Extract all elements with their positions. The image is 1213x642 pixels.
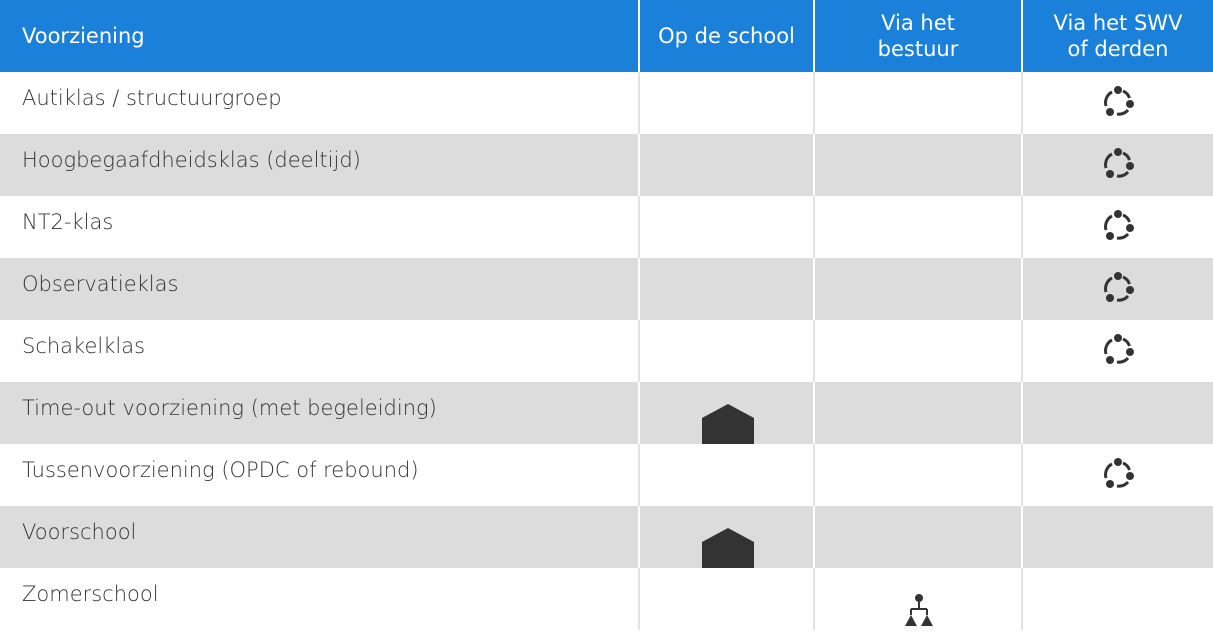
table-cell <box>1023 382 1213 444</box>
table-row: Zomerschool <box>0 568 1213 630</box>
header-cell: Op de school <box>640 0 815 72</box>
table-cell <box>815 196 1023 258</box>
header-cell: Voorziening <box>0 0 640 72</box>
row-label: Observatieklas <box>22 272 179 296</box>
header-cell: Via het SWV of derden <box>1053 11 1183 61</box>
table-cell <box>640 568 815 630</box>
icon-swv <box>1104 146 1136 180</box>
table-cell <box>1023 568 1213 630</box>
table-cell: NT2-klas <box>0 196 640 258</box>
table-row: Observatieklas <box>0 258 1213 320</box>
table-cell <box>815 568 1023 630</box>
icon-swv <box>1104 84 1136 118</box>
icon-swv <box>1104 270 1136 304</box>
table-cell <box>815 72 1023 134</box>
table-row: Autiklas / structuurgroep <box>0 72 1213 134</box>
table-cell <box>640 320 815 382</box>
row-label: Voorschool <box>22 520 137 544</box>
row-label: NT2-klas <box>22 210 114 234</box>
table-cell <box>640 134 815 196</box>
row-label: Autiklas / structuurgroep <box>22 86 282 110</box>
icon-swv <box>1104 456 1136 490</box>
table-cell <box>815 444 1023 506</box>
table-cell <box>815 382 1023 444</box>
row-label: Time-out voorziening (met begeleiding) <box>22 396 437 420</box>
table-row: Voorschool <box>0 506 1213 568</box>
table-cell <box>640 444 815 506</box>
header-row: Voorziening Op de school Via het bestuur… <box>0 0 1213 72</box>
table-cell <box>640 382 815 444</box>
table-cell: Voorschool <box>0 506 640 568</box>
table-cell: Tussenvoorziening (OPDC of rebound) <box>0 444 640 506</box>
table-cell <box>815 506 1023 568</box>
table-cell <box>640 258 815 320</box>
row-label: Hoogbegaafdheidsklas (deeltijd) <box>22 148 361 172</box>
table-cell <box>815 134 1023 196</box>
table-cell: Autiklas / structuurgroep <box>0 72 640 134</box>
table-cell: Zomerschool <box>0 568 640 630</box>
table-cell: Time-out voorziening (met begeleiding) <box>0 382 640 444</box>
table-row: NT2-klas <box>0 196 1213 258</box>
icon-swv <box>1104 332 1136 366</box>
table-cell <box>1023 506 1213 568</box>
header-cell: Via het bestuur <box>815 0 1023 72</box>
table-cell <box>815 320 1023 382</box>
table-row: Hoogbegaafdheidsklas (deeltijd) <box>0 134 1213 196</box>
icon-tree <box>904 593 934 627</box>
table-cell: Schakelklas <box>0 320 640 382</box>
icon-swv <box>1104 208 1136 242</box>
table-row: Time-out voorziening (met begeleiding) <box>0 382 1213 444</box>
table-cell <box>640 196 815 258</box>
table-cell: Observatieklas <box>0 258 640 320</box>
table-row: Tussenvoorziening (OPDC of rebound) <box>0 444 1213 506</box>
row-label: Tussenvoorziening (OPDC of rebound) <box>22 458 419 482</box>
table-cell <box>640 506 815 568</box>
table-cell <box>640 72 815 134</box>
table-cell <box>815 258 1023 320</box>
table-cell: Hoogbegaafdheidsklas (deeltijd) <box>0 134 640 196</box>
table-row: Schakelklas <box>0 320 1213 382</box>
row-label: Schakelklas <box>22 334 146 358</box>
row-label: Zomerschool <box>22 582 159 606</box>
